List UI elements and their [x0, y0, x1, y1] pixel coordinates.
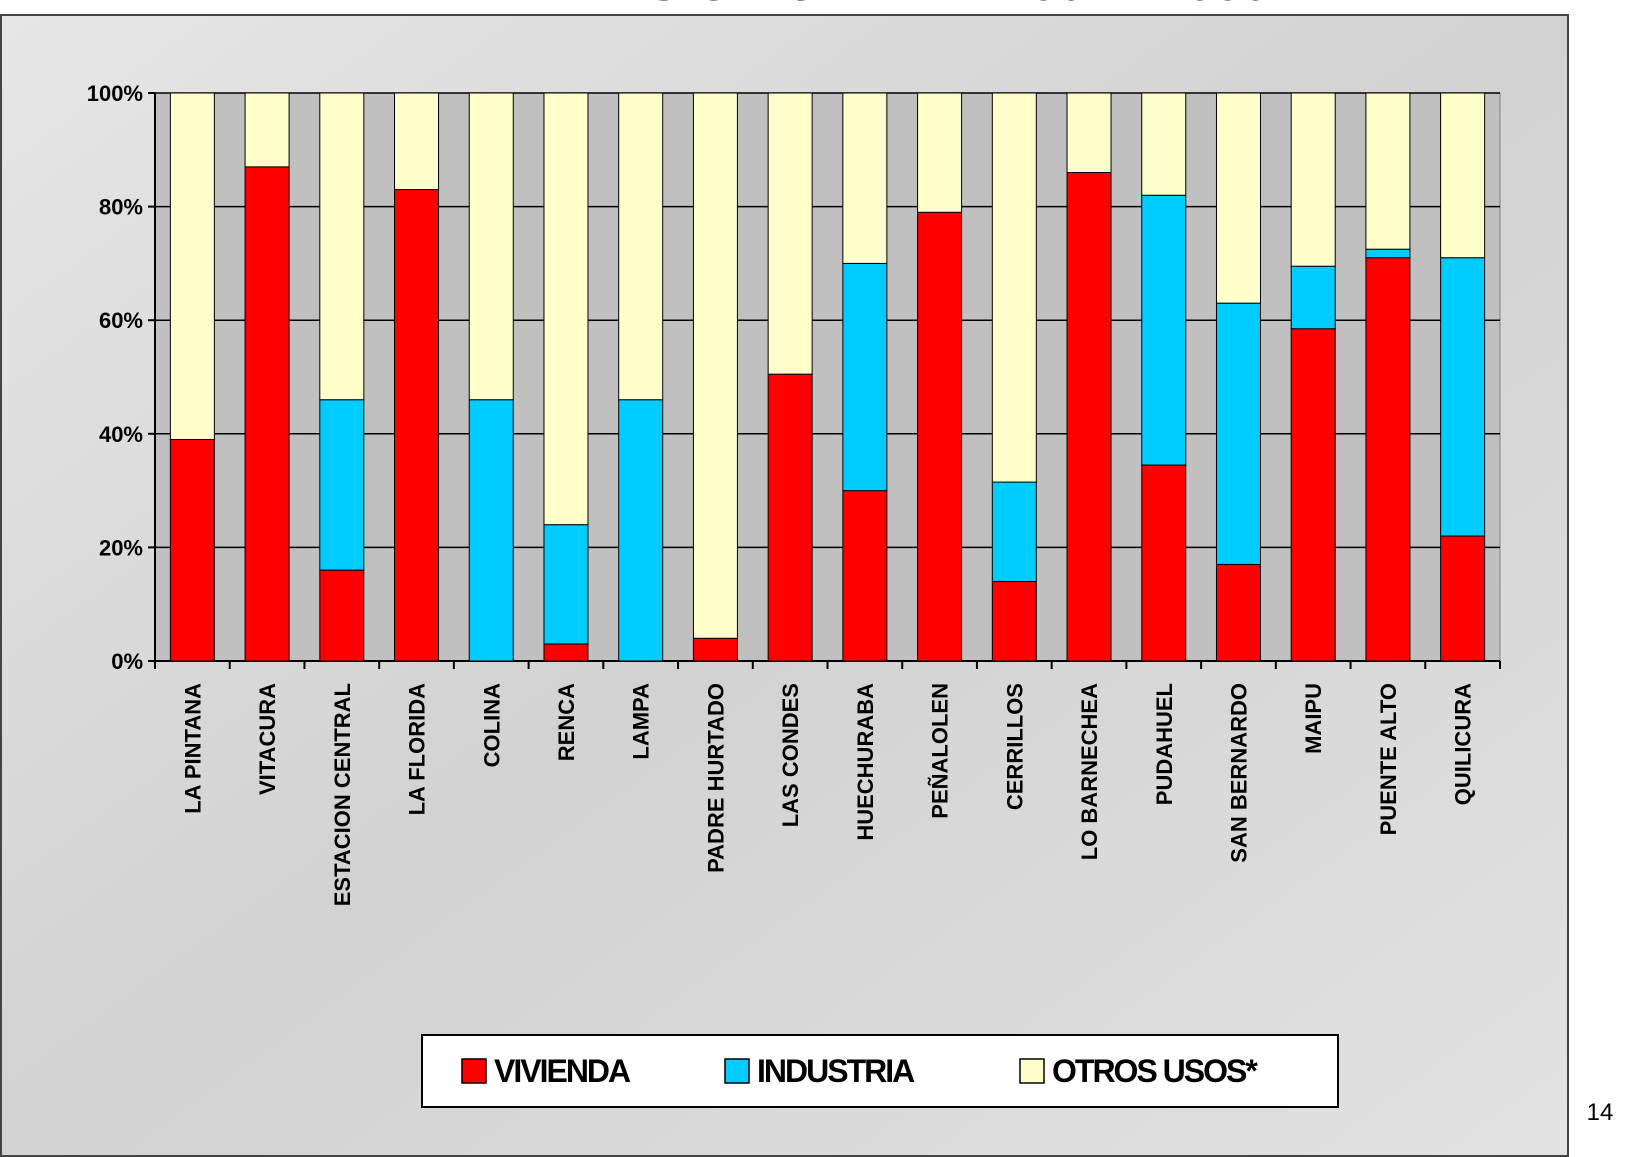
y-tick-label: 60%: [99, 308, 143, 333]
x-tick-label: SAN BERNARDO: [1226, 683, 1251, 863]
bar-segment: [1440, 92, 1486, 259]
bar-segment: [1215, 92, 1261, 304]
bar-segment: [767, 92, 813, 375]
x-tick-label: LAS CONDES: [778, 683, 803, 827]
bar-segment: [618, 92, 664, 401]
x-tick-label: MAIPU: [1301, 683, 1326, 754]
x-tick-label: ESTACION CENTRAL: [330, 683, 355, 906]
legend-label: VIVIENDA: [494, 1053, 631, 1089]
x-tick-label: RENCA: [554, 683, 579, 761]
bar-segment: [842, 92, 888, 264]
x-tick-label: PUDAHUEL: [1152, 683, 1177, 805]
bar-segment: [244, 92, 290, 168]
bar-segment: [1066, 172, 1112, 662]
bar-segment: [1066, 92, 1112, 174]
y-tick-label: 100%: [87, 81, 143, 106]
x-tick-label: LAMPA: [629, 683, 654, 760]
page-number: 14: [1587, 1099, 1614, 1126]
x-tick-label: VITACURA: [255, 683, 280, 795]
bar-segment: [991, 92, 1037, 483]
y-tick-label: 0%: [111, 649, 143, 674]
bar-segment: [1440, 257, 1486, 537]
bar-segment: [1141, 194, 1187, 466]
bar-segment: [543, 92, 589, 526]
bar-segment: [1290, 328, 1336, 662]
x-tick-label: LA PINTANA: [180, 683, 205, 814]
bar-segment: [1365, 248, 1411, 259]
bar-segment: [618, 399, 664, 662]
x-tick-label: LA FLORIDA: [405, 683, 430, 815]
bar-segment: [1365, 257, 1411, 662]
bar-segment: [917, 211, 963, 662]
bar-segment: [244, 166, 290, 662]
legend-swatch: [724, 1058, 750, 1084]
bar-segment: [917, 92, 963, 213]
bar-segment: [1365, 92, 1411, 250]
bar-segment: [1141, 464, 1187, 662]
legend-label: OTROS USOS*: [1052, 1053, 1258, 1089]
bar-segment: [1440, 535, 1486, 662]
bar-segment: [169, 92, 215, 440]
bar-segment: [1215, 563, 1261, 662]
bar-segment: [991, 580, 1037, 662]
bar-segment: [842, 490, 888, 662]
bar-segment: [991, 481, 1037, 582]
bar-segment: [1290, 265, 1336, 330]
chart-title: AREA DE EXPANSION URBANA 1991 - 2000: [251, 0, 1270, 11]
bar-segment: [767, 373, 813, 662]
bar-segment: [1290, 92, 1336, 267]
y-tick-label: 40%: [99, 422, 143, 447]
legend-swatch: [461, 1058, 487, 1084]
x-tick-label: LO BARNECHEA: [1077, 683, 1102, 860]
bar-segment: [692, 637, 738, 662]
plot-area: [154, 92, 1501, 662]
bar-segment: [543, 643, 589, 662]
x-tick-label: CERRILLOS: [1002, 683, 1027, 810]
x-tick-label: PEÑALOLEN: [928, 683, 953, 819]
bar-segment: [1141, 92, 1187, 196]
x-tick-label: HUECHURABA: [853, 683, 878, 841]
y-tick-label: 80%: [99, 195, 143, 220]
legend-label: INDUSTRIA: [757, 1053, 915, 1089]
bar-segment: [692, 92, 738, 639]
bar-segment: [319, 92, 365, 401]
bar-segment: [394, 189, 440, 662]
bar-segment: [468, 92, 514, 401]
bar-segment: [169, 438, 215, 662]
x-tick-label: PUENTE ALTO: [1376, 683, 1401, 835]
legend-box: [421, 1034, 1339, 1108]
x-tick-label: QUILICURA: [1451, 683, 1476, 805]
bar-segment: [842, 262, 888, 492]
bar-segment: [394, 92, 440, 191]
bar-segment: [468, 399, 514, 662]
bar-segment: [543, 524, 589, 645]
x-tick-label: PADRE HURTADO: [703, 683, 728, 873]
bar-segment: [1215, 302, 1261, 565]
bar-segment: [319, 399, 365, 571]
x-tick-label: COLINA: [479, 683, 504, 767]
y-tick-label: 20%: [99, 535, 143, 560]
legend-swatch: [1019, 1058, 1045, 1084]
bar-segment: [319, 569, 365, 662]
